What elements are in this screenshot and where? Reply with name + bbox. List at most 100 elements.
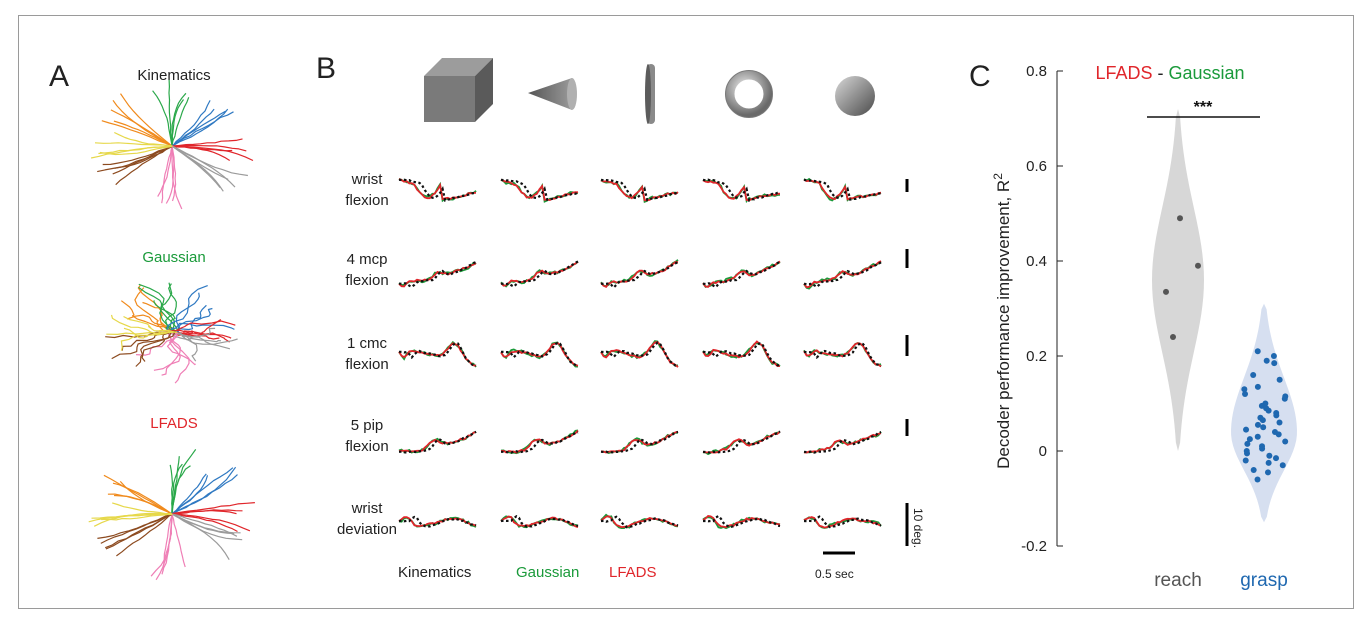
trajectory-line <box>152 90 173 147</box>
kinematics-trace <box>500 260 579 288</box>
grasp-point <box>1273 412 1280 419</box>
chart-title-lfads: LFADS <box>1095 63 1152 83</box>
grasp-point <box>1270 353 1277 359</box>
disk-icon <box>645 64 655 124</box>
row-labels: wrist flexion 4 mcp flexion 1 cmc flexion 5 pi… <box>337 171 397 538</box>
trajectory-line <box>94 142 173 148</box>
trajectory-line <box>171 475 209 515</box>
kinematics-trace <box>500 341 579 368</box>
kinematics-trace <box>803 178 882 201</box>
trajectory-line <box>161 332 181 376</box>
grasp-point <box>1265 459 1272 466</box>
trajectory-line <box>112 99 173 147</box>
trajectory-line <box>175 292 200 333</box>
gaussian-trace <box>500 260 579 288</box>
trajectory-line <box>171 513 238 537</box>
gaussian-trace <box>702 431 781 456</box>
panel-c: C LFADS - Gaussian Decoder performance i… <box>969 60 1297 591</box>
grasp-point <box>1254 421 1261 428</box>
y-axis-label-superscript: 2 <box>991 173 1005 180</box>
trajectory-line <box>101 512 172 521</box>
kinematics-trace <box>703 514 781 528</box>
legend-lfads: LFADS <box>609 564 657 581</box>
violin-plot: -0.2 0 0.2 0.4 0.6 0.8 *** reach grasp <box>1021 63 1297 591</box>
trajectory-line <box>171 145 248 177</box>
lfads-trace <box>398 262 477 288</box>
grasp-point <box>1273 455 1280 462</box>
x-category-label: reach <box>1154 570 1202 591</box>
kinematics-trace <box>600 430 679 454</box>
y-tick-label: 0.6 <box>1026 158 1047 175</box>
trajectory-line <box>168 79 173 147</box>
trajectory-line <box>90 145 172 159</box>
kinematics-trace <box>399 260 477 289</box>
grasp-point <box>1266 452 1273 459</box>
grasp-point <box>1275 431 1282 438</box>
y-axis-label: Decoder performance improvement, R2 <box>991 173 1013 469</box>
grasp-point <box>1254 476 1261 483</box>
gaussian-trace <box>702 261 781 288</box>
trajectory-line <box>171 145 183 210</box>
lfads-trace <box>600 515 679 529</box>
grasp-point <box>1250 372 1257 378</box>
trajectory-line <box>171 466 237 515</box>
trajectory-line <box>171 108 229 147</box>
lfads-trace <box>803 342 882 368</box>
panel-a-label: A <box>49 60 69 93</box>
kinematics-trace <box>702 430 781 454</box>
lfads-trace <box>803 178 882 201</box>
row-label-line2: flexion <box>345 356 388 373</box>
kinematics-trace <box>398 430 477 454</box>
trajectory-line <box>120 329 167 351</box>
grasp-point <box>1246 436 1253 443</box>
y-axis-label-text: Decoder performance improvement, R <box>994 180 1013 469</box>
lfads-trace <box>803 260 882 289</box>
trajectory-line <box>157 146 173 197</box>
lfads-trace <box>600 261 679 289</box>
trajectory-line <box>171 145 224 192</box>
chart-title: LFADS - Gaussian <box>1095 63 1244 83</box>
violin-shape <box>1152 109 1204 451</box>
lfads-trace <box>398 516 477 528</box>
trajectory-plot-kinematics <box>90 79 254 210</box>
trajectory-line <box>171 97 190 147</box>
row-label-line1: 1 cmc <box>347 335 388 352</box>
y-tick-label: 0 <box>1039 443 1047 460</box>
trajectory-line <box>172 324 235 334</box>
lfads-trace <box>600 430 679 454</box>
reach-point <box>1170 334 1176 340</box>
trajectory-line <box>167 285 208 332</box>
time-scale-label: 0.5 sec <box>815 567 854 581</box>
trajectory-line <box>172 144 247 152</box>
gaussian-trace <box>803 261 882 290</box>
trajectory-line <box>150 514 173 577</box>
grasp-point <box>1242 391 1249 397</box>
grasp-point <box>1259 445 1266 452</box>
row-label-line1: wrist <box>351 500 384 517</box>
reach-point <box>1163 288 1169 295</box>
angle-scale-label: 10 deg. <box>911 508 925 548</box>
grasp-point <box>1244 450 1251 457</box>
figure-canvas: A Kinematics Gaussian LFADS B <box>49 52 1297 591</box>
grasp-point <box>1243 426 1250 433</box>
kinematics-trace <box>398 515 477 528</box>
lfads-trace <box>398 431 477 453</box>
ring-icon <box>725 70 773 118</box>
y-tick-label: 0.8 <box>1026 63 1047 80</box>
panel-c-label: C <box>969 60 991 93</box>
trajectory-line <box>171 509 237 515</box>
lfads-trace <box>500 429 579 454</box>
kinematics-trace <box>600 261 679 289</box>
kinematics-trace <box>803 341 882 368</box>
trajectory-line <box>112 502 172 515</box>
trajectory-line <box>172 145 233 152</box>
trajectory-line <box>111 330 176 360</box>
lfads-trace <box>600 179 679 202</box>
grasp-point <box>1250 467 1257 473</box>
gaussian-trace <box>500 429 579 455</box>
trajectory-line <box>172 513 238 533</box>
trajectory-line <box>171 473 207 515</box>
trajectory-line <box>101 120 173 147</box>
kinematics-trace <box>399 342 477 367</box>
trajectory-line <box>171 474 238 515</box>
